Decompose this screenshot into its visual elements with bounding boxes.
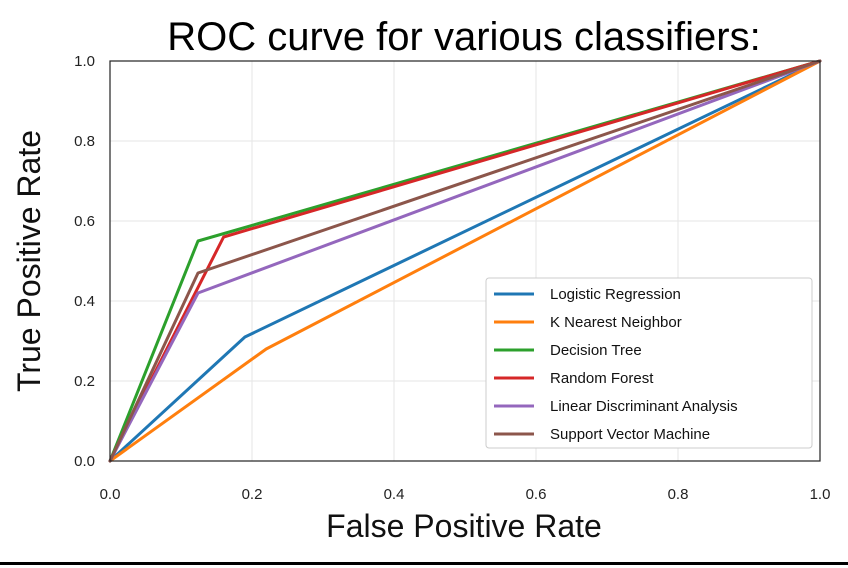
y-axis-label: True Positive Rate: [11, 130, 47, 392]
series-lines: [108, 59, 822, 463]
legend-box: [485, 277, 813, 449]
y-tick-labels: 0.0 0.2 0.4 0.6 0.8 1.0: [74, 53, 95, 470]
series-line-logistic-regression: [108, 59, 822, 463]
x-tick-label: 0.6: [526, 486, 547, 503]
chart-title: ROC curve for various classifiers:: [167, 15, 760, 59]
x-tick-label: 0.8: [668, 486, 689, 503]
legend-label-decision-tree: Decision Tree: [550, 342, 642, 359]
plot-frame: [109, 60, 821, 462]
x-tick-label: 1.0: [810, 486, 831, 503]
x-tick-labels: 0.0 0.2 0.4 0.6 0.8 1.0: [100, 486, 831, 503]
legend-label-k-nearest-neighbor: K Nearest Neighbor: [550, 314, 682, 331]
series-line-linear-discriminant-analysis: [108, 59, 822, 463]
legend: Logistic Regression K Nearest Neighbor Dec…: [485, 277, 813, 449]
x-tick-label: 0.0: [100, 486, 121, 503]
bottom-border: [0, 562, 848, 565]
x-axis-label: False Positive Rate: [326, 508, 602, 544]
y-tick-label: 0.4: [74, 293, 95, 310]
series-line-support-vector-machine: [108, 59, 822, 463]
x-tick-label: 0.2: [242, 486, 263, 503]
y-tick-label: 0.0: [74, 453, 95, 470]
x-tick-label: 0.4: [384, 486, 405, 503]
legend-label-support-vector-machine: Support Vector Machine: [550, 426, 710, 443]
legend-label-logistic-regression: Logistic Regression: [550, 286, 681, 303]
legend-label-linear-discriminant-analysis: Linear Discriminant Analysis: [550, 398, 738, 415]
y-tick-label: 1.0: [74, 53, 95, 70]
series-line-k-nearest-neighbor: [108, 59, 822, 463]
y-tick-label: 0.8: [74, 133, 95, 150]
y-tick-label: 0.6: [74, 213, 95, 230]
legend-label-random-forest: Random Forest: [550, 370, 654, 387]
y-tick-label: 0.2: [74, 373, 95, 390]
